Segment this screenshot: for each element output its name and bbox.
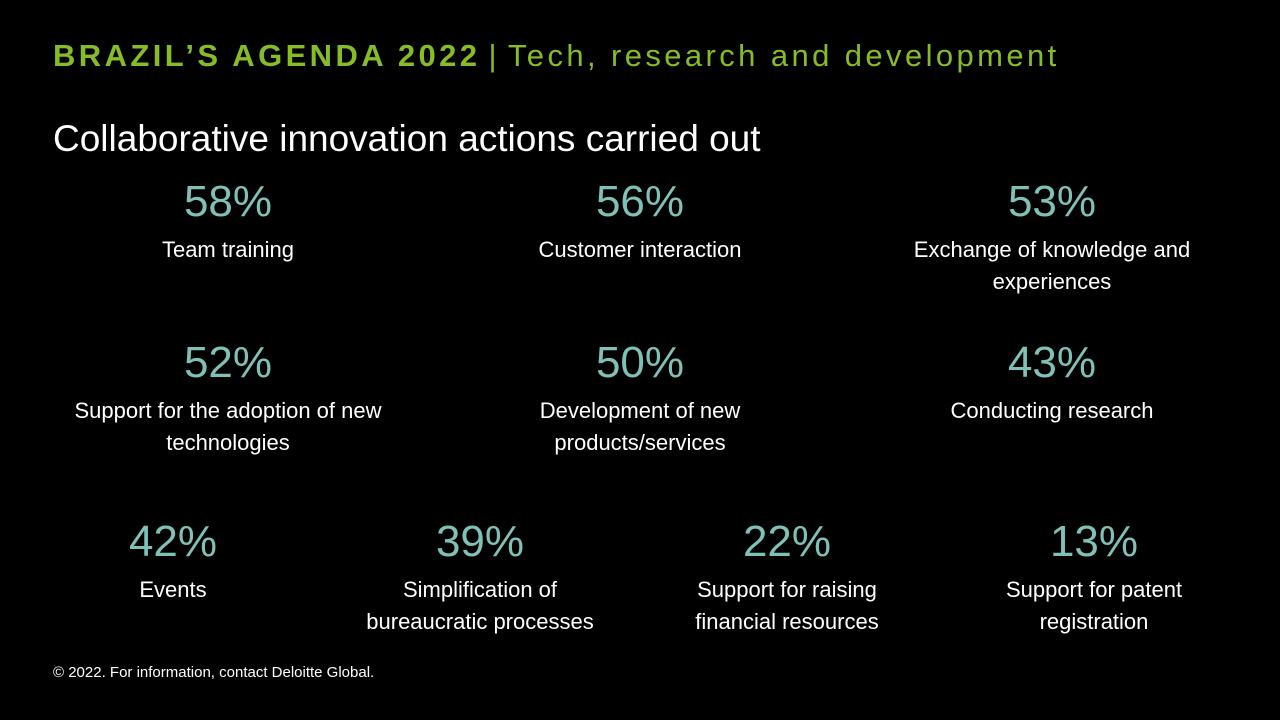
stat-technology-adoption: 52% Support for the adoption of new tech…: [38, 337, 418, 459]
slide-subtitle: Collaborative innovation actions carried…: [53, 118, 761, 159]
stat-label: Events: [139, 577, 207, 602]
header-brand: BRAZIL’S AGENDA 2022: [53, 38, 481, 73]
stat-label: Simplification of bureaucratic processes: [366, 577, 594, 634]
stat-financial-resources: 22% Support for raising financial resour…: [662, 516, 912, 638]
header-topic: Tech, research and development: [507, 38, 1060, 73]
stat-label: Support for patent registration: [1005, 577, 1183, 634]
stat-value: 58%: [183, 177, 273, 226]
stat-events: 42% Events: [43, 516, 303, 606]
stat-value: 43%: [1007, 338, 1097, 387]
stat-customer-interaction: 56% Customer interaction: [460, 176, 820, 266]
stat-patent-registration: 13% Support for patent registration: [974, 516, 1214, 638]
stat-label: Support for the adoption of new technolo…: [74, 398, 382, 455]
slide-header: BRAZIL’S AGENDA 2022 | Tech, research and …: [53, 38, 1060, 74]
stat-label: Conducting research: [950, 398, 1154, 423]
stat-value: 52%: [183, 338, 273, 387]
stat-value: 56%: [595, 177, 685, 226]
header-separator: |: [488, 38, 500, 73]
stat-bureaucracy-simplification: 39% Simplification of bureaucratic proce…: [340, 516, 620, 638]
stat-value: 22%: [742, 517, 832, 566]
stat-value: 39%: [435, 517, 525, 566]
stat-label: Development of new products/services: [539, 398, 741, 455]
stat-value: 13%: [1049, 517, 1139, 566]
stat-label: Support for raising financial resources: [695, 577, 879, 634]
stat-label: Team training: [161, 237, 295, 262]
stat-label: Customer interaction: [538, 237, 742, 262]
stat-value: 50%: [595, 338, 685, 387]
stat-team-training: 58% Team training: [48, 176, 408, 266]
copyright-footer: © 2022. For information, contact Deloitt…: [53, 664, 375, 681]
stat-product-development: 50% Development of new products/services: [500, 337, 780, 459]
stat-conducting-research: 43% Conducting research: [872, 337, 1232, 427]
stat-value: 53%: [1007, 177, 1097, 226]
stat-value: 42%: [128, 517, 218, 566]
stat-label: Exchange of knowledge and experiences: [913, 237, 1191, 294]
stat-knowledge-exchange: 53% Exchange of knowledge and experience…: [882, 176, 1222, 298]
